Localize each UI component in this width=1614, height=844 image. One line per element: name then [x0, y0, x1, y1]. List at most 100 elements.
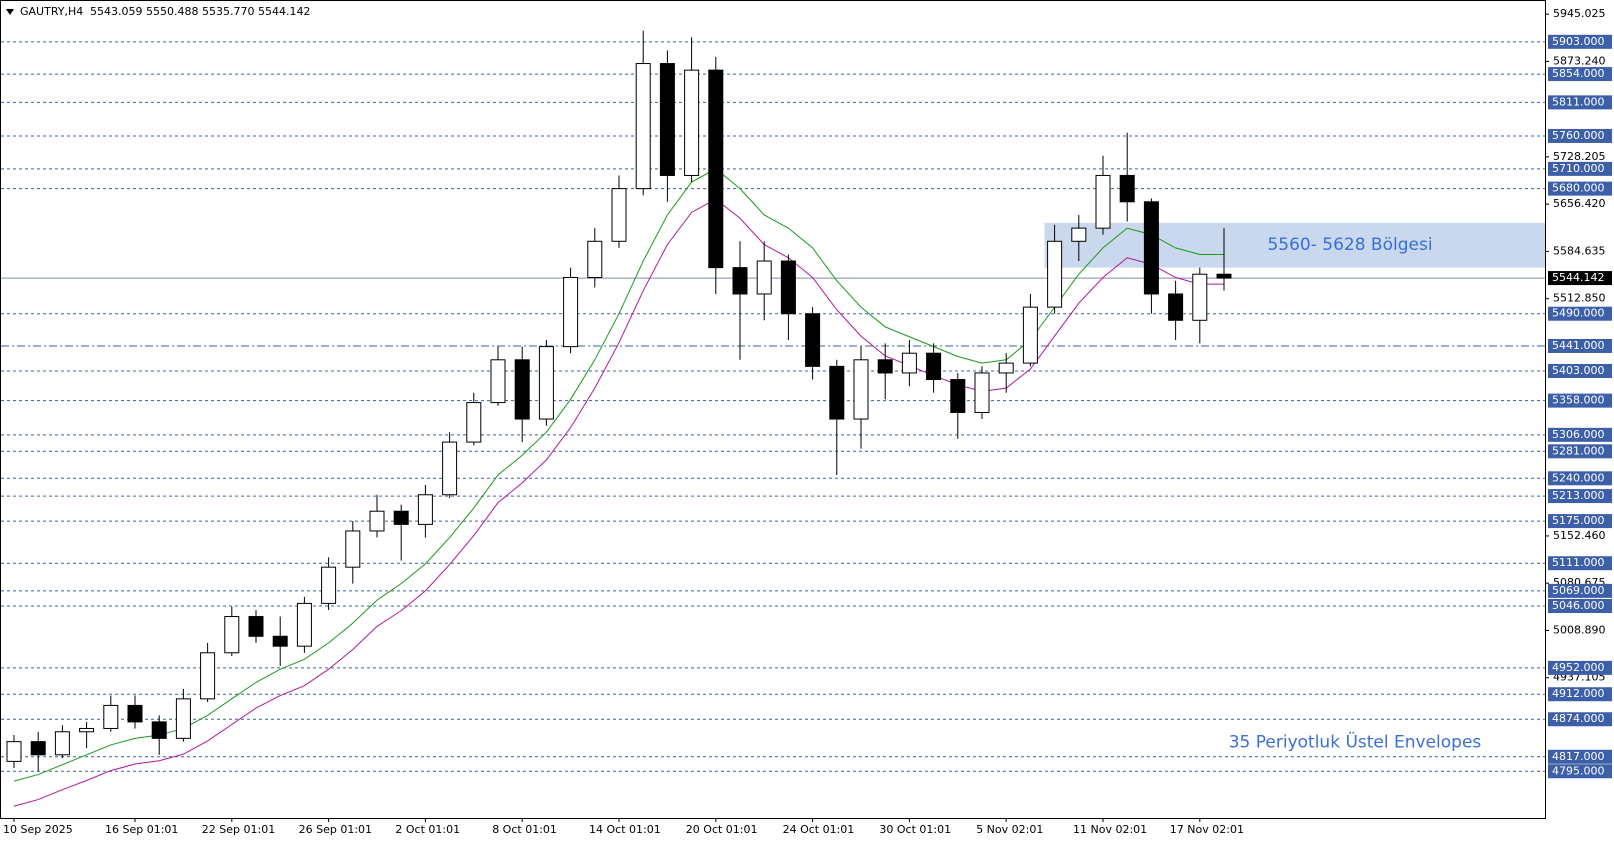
level-label-box [1548, 128, 1612, 143]
candle-body [1143, 201, 1159, 295]
plot-frame [0, 0, 1546, 819]
annotation: 35 Periyotluk Üstel Envelopes [1229, 730, 1482, 752]
x-tick-label: 8 Oct 01:01 [492, 823, 557, 836]
candle-body [30, 741, 46, 756]
level-label-box [1548, 67, 1612, 82]
level-label: 4795.000 [1552, 764, 1605, 777]
candle-body [1071, 227, 1087, 242]
level-label: 5854.000 [1552, 67, 1605, 80]
last-price-label: 5544.142 [1552, 271, 1605, 284]
level-label-box [1548, 181, 1612, 196]
x-tick-label: 26 Sep 01:01 [299, 823, 372, 836]
last-price-box [1548, 271, 1612, 286]
candle-body [175, 698, 191, 739]
candle-body [296, 602, 312, 647]
level-label: 5490.000 [1552, 307, 1605, 320]
candle-body [853, 359, 869, 420]
candle-body [611, 188, 627, 242]
candle-body [756, 260, 772, 295]
candle-body [950, 379, 966, 413]
level-label-box [1548, 556, 1612, 571]
level-label-box [1548, 306, 1612, 321]
level-label: 5281.000 [1552, 444, 1605, 457]
candle-body [417, 494, 433, 525]
candle-body [538, 346, 554, 420]
candle-body [321, 566, 337, 604]
candle-body [1168, 293, 1184, 321]
candle-body [659, 63, 675, 176]
level-label-box [1548, 749, 1612, 764]
x-tick-label: 16 Sep 01:01 [105, 823, 178, 836]
candle-body [127, 704, 143, 723]
chart-title: GAUTRY,H4 [20, 5, 83, 18]
level-label: 5903.000 [1552, 35, 1605, 48]
candle-body [345, 530, 361, 568]
ohlc-readout: 5543.059 5550.488 5535.770 5544.142 [90, 5, 310, 18]
level-label: 5710.000 [1552, 162, 1605, 175]
level-label-box [1548, 393, 1612, 408]
candle-body [6, 741, 22, 762]
x-tick-label: 30 Oct 01:01 [879, 823, 951, 836]
level-label: 4874.000 [1552, 712, 1605, 725]
menu-arrow[interactable] [6, 9, 14, 15]
level-label: 5403.000 [1552, 364, 1605, 377]
level-label-box [1548, 444, 1612, 459]
level-label: 4817.000 [1552, 750, 1605, 763]
candle-body [490, 359, 506, 404]
candle-body [877, 359, 893, 374]
level-label: 5306.000 [1552, 428, 1605, 441]
candle-body [272, 635, 288, 647]
level-label: 5069.000 [1552, 584, 1605, 597]
x-tick-label: 22 Sep 01:01 [202, 823, 275, 836]
level-label-box [1548, 764, 1612, 779]
level-label-box [1548, 712, 1612, 727]
level-label-box [1548, 514, 1612, 529]
candle-body [1047, 240, 1063, 308]
candle-body [103, 704, 119, 729]
level-label-box [1548, 363, 1612, 378]
level-label: 5811.000 [1552, 95, 1605, 108]
candle-body [805, 313, 821, 367]
candle-body [224, 616, 240, 654]
candle-body [974, 372, 990, 413]
y-tick-label: 5873.240 [1553, 54, 1606, 67]
zone-label: 5560- 5628 Bölgesi [1267, 235, 1432, 255]
candle-body [1216, 273, 1232, 279]
candle-body [563, 277, 579, 348]
level-label: 4912.000 [1552, 687, 1605, 700]
zone-group [1044, 222, 1545, 268]
level-label: 5213.000 [1552, 489, 1605, 502]
level-label-box [1548, 161, 1612, 176]
y-tick-label: 5945.025 [1553, 7, 1606, 20]
level-label-box [1548, 599, 1612, 614]
candle-body [901, 352, 917, 374]
candle-body [1095, 174, 1111, 229]
level-label: 5680.000 [1552, 182, 1605, 195]
level-label-box [1548, 471, 1612, 486]
x-tick-label: 14 Oct 01:01 [589, 823, 661, 836]
envelope-upper [13, 168, 1224, 782]
level-label: 5046.000 [1552, 599, 1605, 612]
candle-body [732, 267, 748, 295]
y-tick-label: 5728.205 [1553, 150, 1606, 163]
level-label-box [1548, 338, 1612, 353]
zone [1044, 222, 1545, 268]
level-label: 4952.000 [1552, 661, 1605, 674]
x-tick-label: 20 Oct 01:01 [686, 823, 758, 836]
y-tick-label: 5656.420 [1553, 197, 1606, 210]
candle-body [635, 63, 651, 190]
candle-body [79, 727, 95, 733]
level-label-box [1548, 34, 1612, 49]
x-tick-label: 5 Nov 02:01 [976, 823, 1043, 836]
candle-body [1119, 174, 1135, 203]
candle-body [54, 731, 70, 756]
candle-body [248, 616, 264, 637]
x-tick-label: 24 Oct 01:01 [783, 823, 855, 836]
x-tick-label: 10 Sep 2025 [3, 823, 73, 836]
level-label: 5441.000 [1552, 339, 1605, 352]
candle-body [998, 362, 1014, 374]
level-label: 5175.000 [1552, 514, 1605, 527]
level-label-box [1548, 583, 1612, 598]
